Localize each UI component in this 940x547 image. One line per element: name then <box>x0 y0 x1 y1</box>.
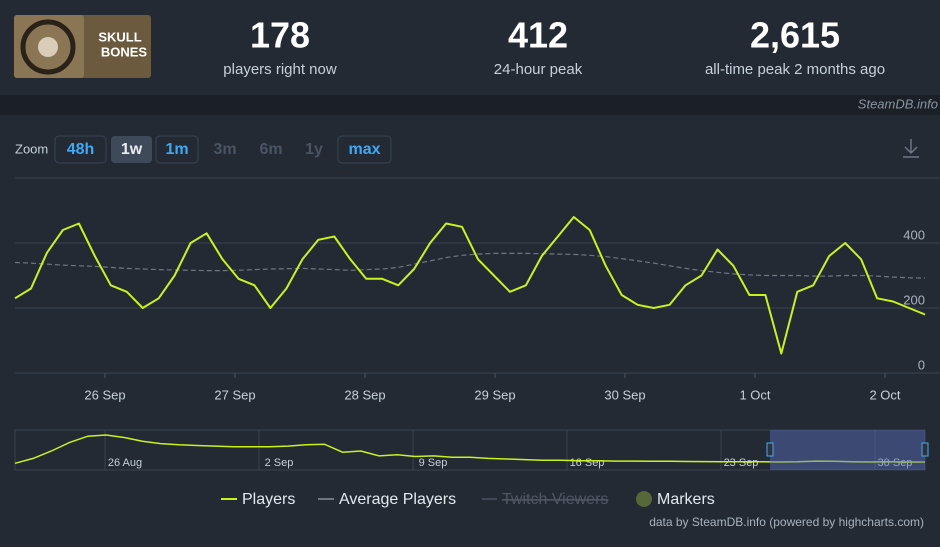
x-tick-label: 26 Sep <box>84 387 125 402</box>
skull <box>38 37 58 57</box>
x-tick-label: 28 Sep <box>344 387 385 402</box>
legend-text: Twitch Viewers <box>502 491 608 508</box>
legend-text: Players <box>242 491 295 508</box>
stat-label: 24-hour peak <box>494 61 583 78</box>
button-bg <box>155 135 199 164</box>
navigator-handle[interactable] <box>921 442 929 457</box>
x-tick-label: 29 Sep <box>474 387 515 402</box>
wheel <box>20 19 76 75</box>
button-text: 1m <box>165 141 188 158</box>
source: SteamDB.info <box>858 96 938 111</box>
navigator-handle[interactable] <box>766 442 774 457</box>
series-line <box>14 252 926 279</box>
legend-item[interactable]: Markers <box>636 491 715 508</box>
icon <box>903 139 919 158</box>
navigator-label: 9 Sep <box>419 457 448 469</box>
navigator-selection[interactable] <box>770 430 925 470</box>
button-text: 1w <box>121 141 143 158</box>
x-tick-label: 1 Oct <box>739 387 770 402</box>
x-tick-label: 27 Sep <box>214 387 255 402</box>
series-line <box>14 216 926 355</box>
zoom-button[interactable]: 48h <box>54 135 107 164</box>
navigator-label: 2 Sep <box>265 457 294 469</box>
y-tick-label: 400 <box>903 227 925 242</box>
download-icon[interactable] <box>903 139 919 158</box>
stat-label: all-time peak 2 months ago <box>705 61 885 78</box>
legend-symbol <box>636 491 652 507</box>
chart-panel <box>0 115 940 547</box>
button-bg <box>111 136 152 163</box>
x-tick-label: 30 Sep <box>604 387 645 402</box>
x-tick-label: 2 Oct <box>869 387 900 402</box>
zoom-button: 6m <box>259 141 282 158</box>
legend-item[interactable]: Average Players <box>318 491 456 508</box>
game-image[interactable]: SKULL BONES <box>14 15 151 78</box>
stat-value: 2,615 <box>750 15 840 56</box>
zoom-button: 1y <box>305 141 323 158</box>
navigator-label: 16 Sep <box>570 457 605 469</box>
zoom-label: Zoom <box>15 141 48 156</box>
legend-item[interactable]: Twitch Viewers <box>482 491 608 508</box>
credits: data by SteamDB.info (powered by highcha… <box>649 515 924 529</box>
button-text: 6m <box>259 141 282 158</box>
button-text: 3m <box>213 141 236 158</box>
logo-text: SKULL <box>98 29 141 44</box>
button-bg <box>54 135 107 164</box>
logo-text: BONES <box>101 44 148 59</box>
legend-text: Markers <box>657 491 715 508</box>
legend-text: Average Players <box>339 491 456 508</box>
navigator-label: 30 Sep <box>878 457 913 469</box>
zoom-button[interactable]: 1m <box>155 135 199 164</box>
navigator-label: 26 Aug <box>108 457 142 469</box>
button-text: max <box>348 141 380 158</box>
stats-panel <box>0 0 940 95</box>
button-bg <box>337 135 392 164</box>
legend-item[interactable]: Players <box>221 491 295 508</box>
stat-value: 178 <box>250 15 310 56</box>
zoom-button[interactable]: max <box>337 135 392 164</box>
y-tick-label: 200 <box>903 292 925 307</box>
zoom-button: 3m <box>213 141 236 158</box>
button-text: 1y <box>305 141 323 158</box>
button-text: 48h <box>67 141 95 158</box>
stat-label: players right now <box>223 61 337 78</box>
stat-value: 412 <box>508 15 568 56</box>
navigator-label: 23 Sep <box>724 457 759 469</box>
navigator-line <box>14 434 926 465</box>
zoom-button[interactable]: 1w <box>111 136 152 163</box>
y-tick-label: 0 <box>918 357 925 372</box>
